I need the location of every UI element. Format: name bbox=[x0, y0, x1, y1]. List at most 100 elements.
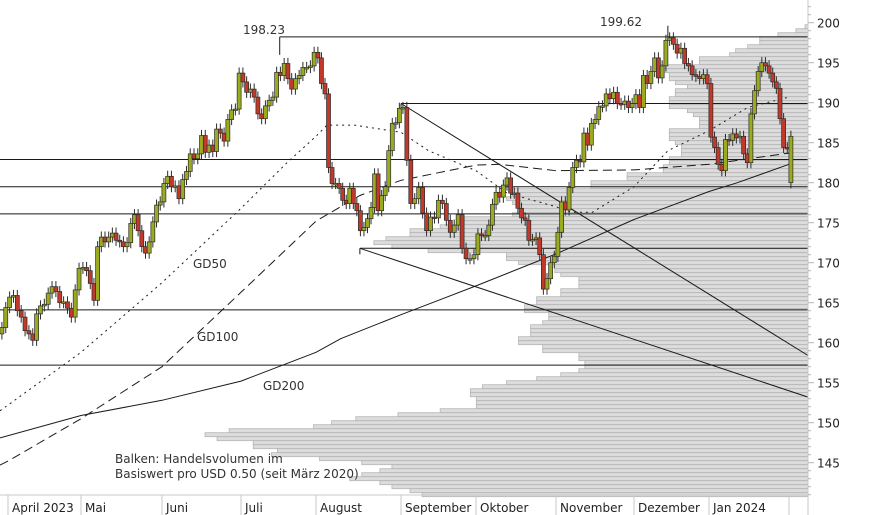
candle-body bbox=[57, 291, 63, 304]
volume-bar bbox=[481, 384, 809, 390]
candle-body bbox=[548, 262, 553, 280]
candle-body bbox=[574, 159, 579, 168]
volume-bar bbox=[626, 172, 809, 178]
volume-bar bbox=[590, 180, 809, 186]
candle-body bbox=[84, 267, 89, 272]
ma-label-gd200: GD200 bbox=[263, 379, 304, 393]
price-tick-label: 180 bbox=[817, 177, 840, 191]
volume-bar bbox=[518, 260, 809, 266]
candle-body bbox=[515, 192, 521, 209]
volume-bar bbox=[331, 420, 809, 426]
volume-bar bbox=[463, 220, 809, 226]
candle-body bbox=[641, 75, 646, 108]
candle-body bbox=[475, 233, 481, 256]
volume-bar bbox=[204, 432, 809, 438]
volume-bar bbox=[699, 124, 809, 130]
candle-body bbox=[420, 187, 425, 214]
candle-body bbox=[240, 72, 246, 83]
candle-body bbox=[555, 231, 561, 257]
candle-body bbox=[308, 65, 313, 68]
level-label-198-23: 198.23 bbox=[243, 23, 285, 37]
candle-body bbox=[777, 87, 783, 120]
candle-body bbox=[428, 216, 433, 232]
candle-body bbox=[600, 105, 605, 108]
high-label-199-62: 199.62 bbox=[600, 15, 642, 29]
volume-bar bbox=[699, 116, 809, 122]
volume-bar bbox=[668, 128, 809, 134]
candle-body bbox=[278, 71, 283, 76]
candle-body bbox=[157, 201, 163, 206]
candle-body bbox=[354, 203, 360, 212]
volume-bar bbox=[469, 388, 809, 394]
annotation-line-2: Basiswert pro USD 0.50 (seit März 2020) bbox=[115, 467, 359, 481]
candle-body bbox=[49, 286, 55, 294]
volume-bar bbox=[355, 416, 809, 422]
candle-body bbox=[34, 313, 39, 341]
candle-body bbox=[389, 123, 395, 152]
candle-body bbox=[493, 191, 499, 205]
candle-body bbox=[682, 47, 688, 64]
candle-body bbox=[150, 221, 156, 243]
candle-body bbox=[397, 107, 402, 124]
month-label: November bbox=[560, 501, 622, 515]
candle-body bbox=[195, 153, 201, 160]
candle-body bbox=[592, 119, 598, 124]
candle-body bbox=[76, 267, 82, 291]
volume-bar bbox=[674, 88, 809, 94]
volume-bar bbox=[656, 68, 809, 74]
candle-body bbox=[221, 132, 227, 142]
candle-body bbox=[329, 167, 335, 184]
volume-bar bbox=[506, 256, 809, 262]
candle-body bbox=[486, 224, 492, 236]
volume-bar bbox=[361, 472, 809, 478]
volume-bar bbox=[349, 476, 809, 482]
volume-bar bbox=[530, 332, 809, 338]
candle-body bbox=[266, 99, 272, 107]
candle-body bbox=[251, 88, 257, 98]
candle-body bbox=[501, 184, 506, 198]
candle-body bbox=[259, 113, 264, 120]
volume-bar bbox=[699, 120, 809, 126]
volume-bar bbox=[687, 108, 809, 114]
candle-body bbox=[368, 207, 374, 220]
candle-body bbox=[671, 37, 676, 45]
candle-body bbox=[686, 63, 691, 67]
ma-label-gd100: GD100 bbox=[197, 330, 238, 344]
candle-body bbox=[229, 109, 234, 120]
candle-body bbox=[68, 307, 74, 318]
candle-body bbox=[704, 74, 710, 84]
candle-body bbox=[281, 63, 287, 76]
candle-body bbox=[53, 286, 59, 292]
volume-bar bbox=[313, 424, 809, 430]
candle-body bbox=[214, 128, 219, 152]
candle-body bbox=[199, 135, 204, 155]
volume-bar bbox=[385, 236, 809, 242]
volume-bar bbox=[379, 480, 809, 486]
volume-bar bbox=[777, 32, 809, 38]
candle-body bbox=[184, 171, 189, 180]
volume-bar bbox=[409, 232, 809, 238]
volume-bar bbox=[554, 264, 809, 270]
volume-bar bbox=[560, 272, 809, 278]
candle-body bbox=[734, 133, 739, 139]
candle-body bbox=[659, 65, 665, 79]
candle-body bbox=[723, 139, 728, 172]
price-tick-label: 170 bbox=[817, 257, 840, 271]
candle-body bbox=[788, 135, 794, 184]
candle-body bbox=[508, 177, 513, 194]
volume-bar bbox=[512, 192, 809, 198]
volume-bar bbox=[536, 300, 809, 306]
candle-body bbox=[432, 216, 437, 219]
volume-bar bbox=[668, 156, 809, 162]
volume-bar bbox=[216, 436, 809, 442]
volume-bar bbox=[524, 304, 809, 310]
volume-bar bbox=[560, 288, 809, 294]
volume-bar bbox=[373, 240, 809, 246]
candle-body bbox=[451, 224, 457, 233]
candle-body bbox=[244, 81, 249, 93]
volume-profile bbox=[204, 24, 809, 498]
candle-body bbox=[202, 135, 208, 153]
candle-body bbox=[248, 88, 253, 93]
candle-body bbox=[187, 153, 193, 172]
candle-body bbox=[322, 83, 328, 95]
